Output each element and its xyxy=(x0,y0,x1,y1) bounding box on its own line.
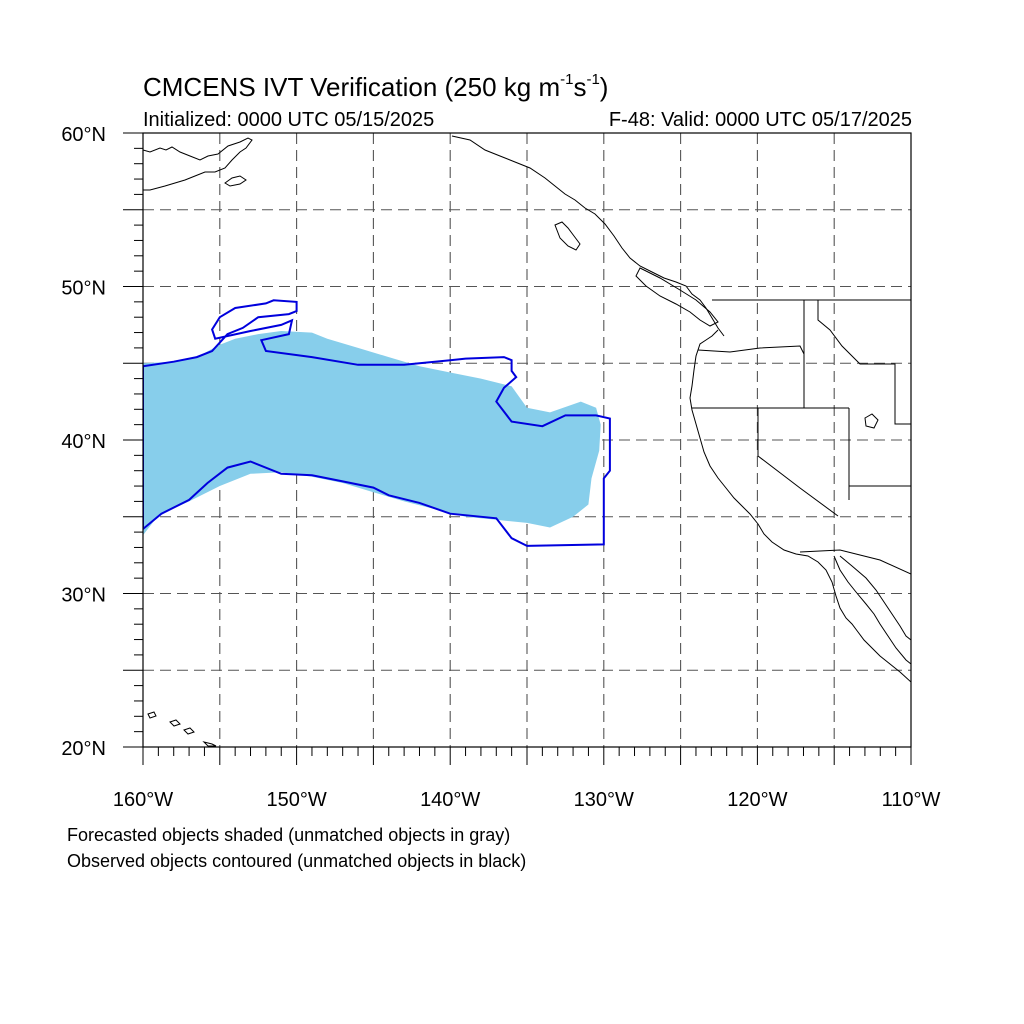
lon-label: 150°W xyxy=(266,789,326,811)
coastline xyxy=(143,135,911,747)
alaska-coast xyxy=(143,137,253,191)
lon-label: 160°W xyxy=(113,789,173,811)
border-nv-ca xyxy=(757,408,839,517)
haida-gwaii xyxy=(554,221,581,251)
lon-label: 120°W xyxy=(727,789,787,811)
lat-label: 30°N xyxy=(61,585,106,607)
axis-labels: 60°N 50°N 40°N 30°N 20°N 160°W 150°W 140°W 130°W… xyxy=(61,124,940,811)
lake-tahoe xyxy=(864,413,879,429)
border-mt xyxy=(817,300,911,425)
panhandle-coast xyxy=(451,135,725,337)
valid-time: F-48: Valid: 0000 UTC 05/17/2025 xyxy=(608,109,912,131)
initialized-time: Initialized: 0000 UTC 05/15/2025 xyxy=(143,109,435,131)
forecast-object xyxy=(143,331,601,536)
chart-title: CMCENS IVT Verification (250 kg m-1s-1) xyxy=(143,71,609,102)
lat-label: 40°N xyxy=(61,431,106,453)
us-west-coast xyxy=(689,329,911,683)
footer-note-forecast: Forecasted objects shaded (unmatched obj… xyxy=(67,825,511,845)
footer-note-observed: Observed objects contoured (unmatched ob… xyxy=(67,851,527,871)
baja-coast xyxy=(833,555,911,665)
graticule xyxy=(143,133,911,747)
lon-label: 130°W xyxy=(574,789,634,811)
lat-label: 20°N xyxy=(61,738,106,760)
kodiak-island xyxy=(224,175,247,187)
border-wa-or xyxy=(697,345,805,362)
border-us-mexico xyxy=(799,549,911,575)
hawaii-islands xyxy=(147,711,217,747)
observed-object xyxy=(143,299,611,547)
lat-label: 60°N xyxy=(61,124,106,146)
vancouver-island xyxy=(635,267,719,327)
axis-ticks xyxy=(123,132,912,765)
lat-label: 50°N xyxy=(61,278,106,300)
lon-label: 110°W xyxy=(882,789,941,811)
mainland-mexico xyxy=(839,555,911,641)
lon-label: 140°W xyxy=(420,789,480,811)
